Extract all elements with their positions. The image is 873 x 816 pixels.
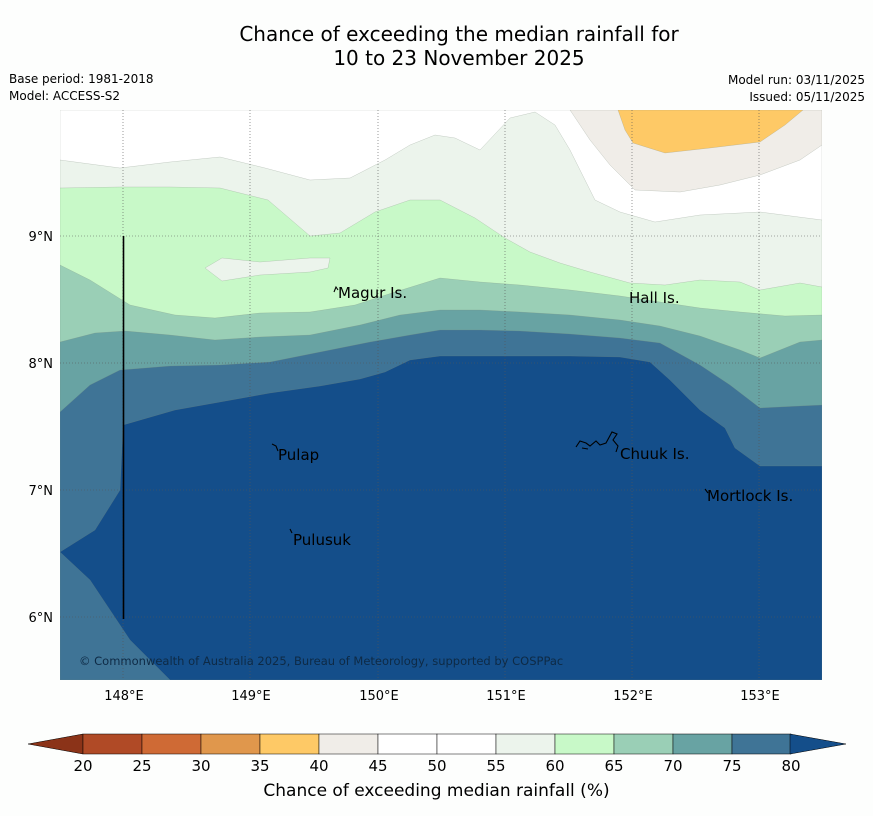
pulusuk-island-shape <box>289 528 293 534</box>
colorbar-tick-20: 20 <box>73 757 92 775</box>
colorbar-band-70-75 <box>672 733 733 755</box>
model-text: Model: ACCESS-S2 <box>9 89 121 103</box>
colorbar-tick-65: 65 <box>604 757 623 775</box>
colorbar-tick-40: 40 <box>309 757 328 775</box>
colorbar-band-55-60 <box>495 733 556 755</box>
mortlock-island-shape <box>704 488 709 494</box>
map-title: Chance of exceeding the median rainfall … <box>0 22 873 70</box>
place-label-pulap: Pulap <box>278 446 319 464</box>
lat-label-8: 8°N <box>29 357 54 372</box>
colorbar-tick-60: 60 <box>545 757 564 775</box>
colorbar-band-35-40 <box>259 733 320 755</box>
colorbar-band-25-30 <box>141 733 202 755</box>
place-label-chuuk: Chuuk Is. <box>620 445 689 463</box>
colorbar-tick-30: 30 <box>191 757 210 775</box>
colorbar-band-65-70 <box>613 733 674 755</box>
colorbar-tick-25: 25 <box>132 757 151 775</box>
colorbar-tick-75: 75 <box>722 757 741 775</box>
issued-text: Issued: 05/11/2025 <box>749 90 865 104</box>
region-green-patch <box>204 257 331 282</box>
lat-label-6: 6°N <box>29 611 54 626</box>
model-run-text: Model run: 03/11/2025 <box>727 73 865 87</box>
pulap-island-shape <box>271 443 279 452</box>
colorbar-band-30-35 <box>200 733 261 755</box>
copyright-text: © Commonwealth of Australia 2025, Bureau… <box>79 654 563 668</box>
lat-label-9: 9°N <box>29 230 54 245</box>
colorbar-over-arrow <box>789 733 847 755</box>
colorbar-tick-45: 45 <box>368 757 387 775</box>
colorbar-band-60-65 <box>554 733 615 755</box>
chuuk-island-shape <box>575 431 619 453</box>
colorbar-tick-70: 70 <box>663 757 682 775</box>
place-label-magur: Magur Is. <box>338 284 407 302</box>
lon-label-149: 149°E <box>231 689 271 704</box>
colorbar-band-75-80 <box>731 733 792 755</box>
lat-label-7: 7°N <box>29 484 54 499</box>
place-label-hall: Hall Is. <box>629 289 680 307</box>
magur-island-shape <box>333 285 339 293</box>
colorbar-band-50-55 <box>436 733 497 755</box>
region-dark-blue <box>60 355 822 680</box>
lon-label-150: 150°E <box>359 689 399 704</box>
lon-label-151: 151°E <box>486 689 526 704</box>
colorbar-label: Chance of exceeding median rainfall (%) <box>263 781 610 801</box>
place-label-pulusuk: Pulusuk <box>293 531 351 549</box>
colorbar-band-40-45 <box>318 733 379 755</box>
colorbar-tick-50: 50 <box>427 757 446 775</box>
region-orange <box>617 110 804 154</box>
colorbar-tick-80: 80 <box>781 757 800 775</box>
lon-label-148: 148°E <box>104 689 144 704</box>
lon-label-152: 152°E <box>613 689 653 704</box>
colorbar-band-20-25 <box>82 733 143 755</box>
colorbar-tick-35: 35 <box>250 757 269 775</box>
base-period-text: Base period: 1981-2018 <box>9 72 154 86</box>
title-line-1: Chance of exceeding the median rainfall … <box>239 22 679 46</box>
place-label-mortlock: Mortlock Is. <box>707 487 793 505</box>
title-line-2: 10 to 23 November 2025 <box>333 46 585 70</box>
colorbar-under-arrow <box>27 733 84 755</box>
colorbar-tick-55: 55 <box>486 757 505 775</box>
meta-right: Model run: 03/11/2025 Issued: 05/11/2025 <box>728 72 865 106</box>
colorbar-band-45-50 <box>377 733 438 755</box>
meta-left: Base period: 1981-2018 Model: ACCESS-S2 <box>9 71 154 105</box>
lon-label-153: 153°E <box>740 689 780 704</box>
